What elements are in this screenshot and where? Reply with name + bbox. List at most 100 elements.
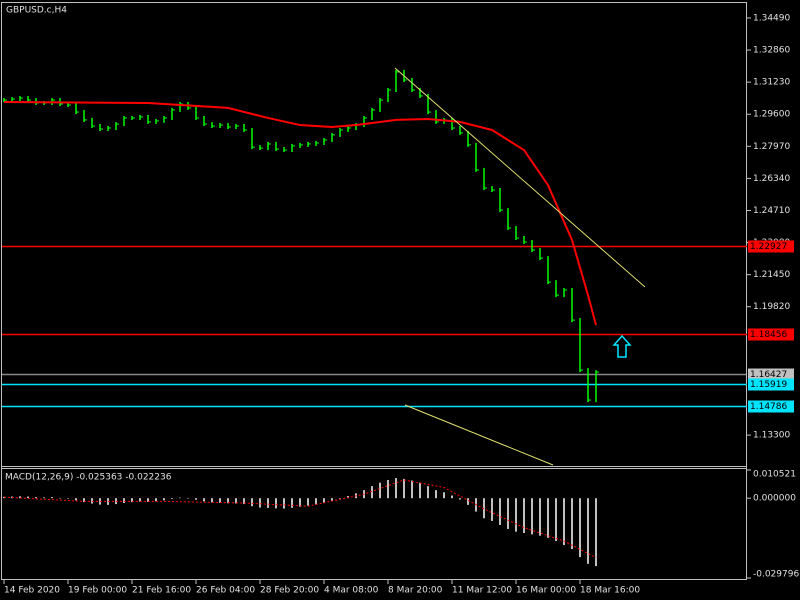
- y-tick-label: 0.000000: [753, 494, 796, 504]
- frame: [1, 2, 747, 580]
- macd-label: MACD(12,26,9) -0.025363 -0.022236: [5, 473, 172, 483]
- macd-bar: [323, 498, 325, 504]
- y-tick-label: 1.34490: [753, 13, 790, 23]
- macd-bar: [523, 498, 525, 534]
- macd-bar: [339, 498, 341, 499]
- y-tick-label: 1.13300: [753, 431, 790, 441]
- macd-bar: [427, 486, 429, 499]
- macd-bar: [275, 498, 277, 509]
- macd-bar: [219, 498, 221, 504]
- macd-bar: [259, 498, 261, 508]
- macd-bar: [187, 497, 189, 499]
- macd-bar: [371, 486, 373, 499]
- macd-bar: [595, 498, 597, 567]
- macd-bar: [587, 498, 589, 564]
- macd-bar: [395, 478, 397, 499]
- macd-bar: [571, 498, 573, 550]
- macd-bar: [555, 498, 557, 542]
- level-label-box: [748, 378, 794, 391]
- macd-bar: [307, 498, 309, 506]
- macd-bar: [195, 498, 197, 500]
- level-label-box: [748, 328, 794, 341]
- macd-bar: [451, 495, 453, 499]
- macd-bar: [435, 490, 437, 499]
- x-tick-label: 28 Feb 20:00: [260, 586, 319, 596]
- macd-bar: [123, 498, 125, 504]
- macd-bar: [75, 498, 77, 501]
- symbol-label: GBPUSD.c,H4: [6, 6, 67, 16]
- x-tick-label: 18 Mar 16:00: [580, 586, 640, 596]
- trend-line: [404, 404, 554, 466]
- y-tick-label: -0.029796: [753, 570, 799, 580]
- macd-bar: [35, 497, 37, 499]
- x-tick-label: 19 Feb 00:00: [68, 586, 127, 596]
- y-tick-label: 0.010521: [753, 470, 796, 480]
- macd-bar: [515, 498, 517, 532]
- level-label: 1.15919: [750, 380, 787, 390]
- macd-bar: [547, 498, 549, 538]
- macd-bar: [379, 482, 381, 499]
- macd-bar: [387, 479, 389, 499]
- macd-bar: [91, 498, 93, 504]
- macd-bar: [27, 496, 29, 499]
- macd-bar: [563, 498, 565, 546]
- price-pane: 1.34490 1.32860 1.31230 1.29600 1.27970 1.263…: [2, 13, 794, 596]
- y-tick-label: 1.32860: [753, 46, 790, 56]
- macd-bar: [419, 482, 421, 499]
- level-label: 1.16427: [750, 370, 787, 380]
- y-tick-label: 1.19820: [753, 302, 790, 312]
- macd-bar: [267, 498, 269, 508]
- macd-bar: [155, 498, 157, 502]
- signal-line: [3, 479, 597, 559]
- macd-bar: [499, 498, 501, 525]
- macd-bar: [507, 498, 509, 529]
- level-label: 1.22927: [750, 242, 787, 252]
- macd-bar: [531, 498, 533, 535]
- macd-bar: [147, 498, 149, 502]
- x-tick-label: 14 Feb 2020: [4, 586, 60, 596]
- macd-bar: [19, 496, 21, 499]
- arrow-marker: [612, 334, 632, 358]
- macd-bar: [67, 498, 69, 499]
- trend-line: [394, 67, 646, 288]
- y-tick-label: 1.21450: [753, 270, 790, 280]
- level-label-box: [748, 400, 794, 413]
- macd-bar: [483, 498, 485, 519]
- y-tick-label: 1.26340: [753, 174, 790, 184]
- macd-bar: [291, 498, 293, 508]
- macd-bar: [179, 497, 181, 499]
- x-tick-label: 16 Mar 00:00: [516, 586, 576, 596]
- macd-bar: [163, 498, 165, 501]
- macd-bar: [403, 478, 405, 499]
- y-tick-label: 1.27970: [753, 142, 790, 152]
- level-label-box: [748, 368, 794, 381]
- x-tick-label: 4 Mar 08:00: [324, 586, 379, 596]
- macd-bar: [131, 498, 133, 503]
- macd-bar: [299, 498, 301, 507]
- macd-bar: [243, 498, 245, 505]
- macd-bar: [459, 498, 461, 500]
- macd-bar: [331, 498, 333, 501]
- macd-bar: [211, 498, 213, 503]
- y-tick-label: 1.24710: [753, 206, 790, 216]
- macd-bar: [579, 498, 581, 558]
- macd-bar: [59, 497, 61, 499]
- macd-pane: 0.010521 0.000000 -0.029796: [3, 469, 799, 580]
- macd-bar: [43, 497, 45, 499]
- macd-bar: [467, 498, 469, 505]
- level-label: 1.18456: [750, 330, 787, 340]
- macd-bar: [491, 498, 493, 521]
- macd-bar: [203, 498, 205, 502]
- macd-bar: [315, 498, 317, 505]
- level-label: 1.14786: [750, 402, 787, 412]
- y-tick-label: 1.29600: [753, 110, 790, 120]
- macd-bar: [235, 498, 237, 504]
- macd-bar: [251, 498, 253, 507]
- macd-bar: [171, 498, 173, 499]
- y-tick-label: 1.31230: [753, 78, 790, 88]
- x-tick-label: 21 Feb 16:00: [132, 586, 191, 596]
- level-label-box: [748, 240, 794, 253]
